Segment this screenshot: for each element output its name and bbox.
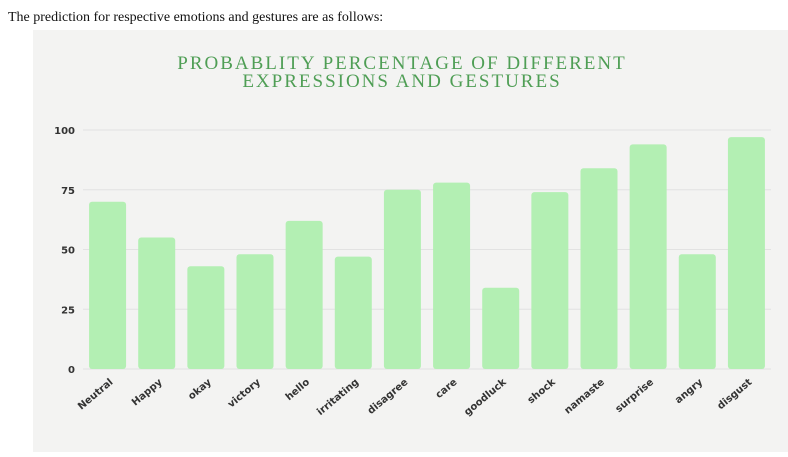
bar-happy (138, 237, 176, 369)
chart-title-line-1: PROBABLITY PERCENTAGE OF DIFFERENT (177, 53, 627, 74)
bar-surprise (629, 144, 667, 369)
chart-title-line-2: EXPRESSIONS AND GESTURES (242, 71, 562, 92)
bar-goodluck (482, 287, 520, 369)
x-tick-label-happy: Happy (130, 377, 165, 409)
chart-panel: PROBABLITY PERCENTAGE OF DIFFERENT EXPRE… (33, 30, 788, 452)
bar-disagree (383, 189, 421, 369)
bar-namaste (580, 168, 618, 369)
x-tick-label-okay: okay (186, 377, 214, 403)
bar-okay (187, 266, 225, 369)
bar-chart: 0 25 50 75 100 Neutral Happy okay victory hello ir… (54, 126, 771, 419)
bar-neutral (89, 201, 127, 369)
x-tick-label-victory: victory (226, 377, 263, 411)
x-tick-label-care: care (434, 377, 460, 401)
bar-hello (285, 220, 323, 369)
x-tick-label-angry: angry (673, 377, 705, 407)
x-tick-label-surprise: surprise (614, 377, 657, 415)
x-tick-label-goodluck: goodluck (462, 377, 509, 419)
bar-victory (236, 254, 274, 369)
x-tick-label-disgust: disgust (715, 377, 754, 412)
bar-care (433, 182, 471, 369)
bar-shock (531, 192, 569, 369)
x-tick-label-irritating: irritating (315, 377, 361, 418)
bar-disgust (727, 137, 765, 369)
x-tick-label-shock: shock (526, 377, 558, 407)
intro-text: The prediction for respective emotions a… (8, 10, 384, 25)
bar-angry (678, 254, 716, 369)
y-tick-label-75: 75 (61, 186, 75, 197)
bar-irritating (334, 256, 372, 369)
y-tick-label-100: 100 (54, 126, 75, 137)
x-tick-label-namaste: namaste (563, 377, 607, 417)
x-tick-label-neutral: Neutral (76, 377, 115, 413)
x-tick-label-disagree: disagree (366, 377, 411, 417)
y-tick-label-25: 25 (61, 305, 75, 316)
y-tick-label-0: 0 (68, 365, 75, 376)
x-tick-label-hello: hello (284, 377, 312, 403)
y-tick-label-50: 50 (61, 246, 75, 257)
